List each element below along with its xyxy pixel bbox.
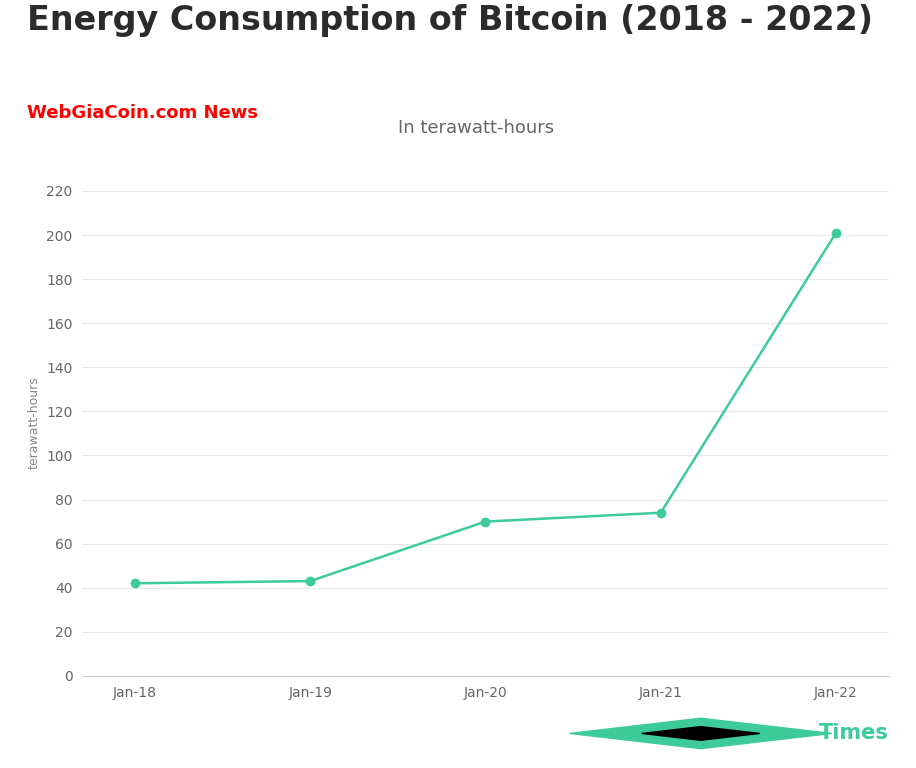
- Text: In terawatt-hours: In terawatt-hours: [398, 119, 554, 137]
- Text: Times: Times: [819, 723, 889, 743]
- Y-axis label: terawatt-hours: terawatt-hours: [27, 376, 40, 468]
- Text: Bankless: Bankless: [660, 723, 765, 743]
- Text: Energy Consumption of Bitcoin (2018 - 2022): Energy Consumption of Bitcoin (2018 - 20…: [27, 4, 874, 37]
- Text: WebGiaCoin.com News: WebGiaCoin.com News: [27, 104, 258, 121]
- Polygon shape: [642, 727, 759, 740]
- Polygon shape: [570, 718, 832, 749]
